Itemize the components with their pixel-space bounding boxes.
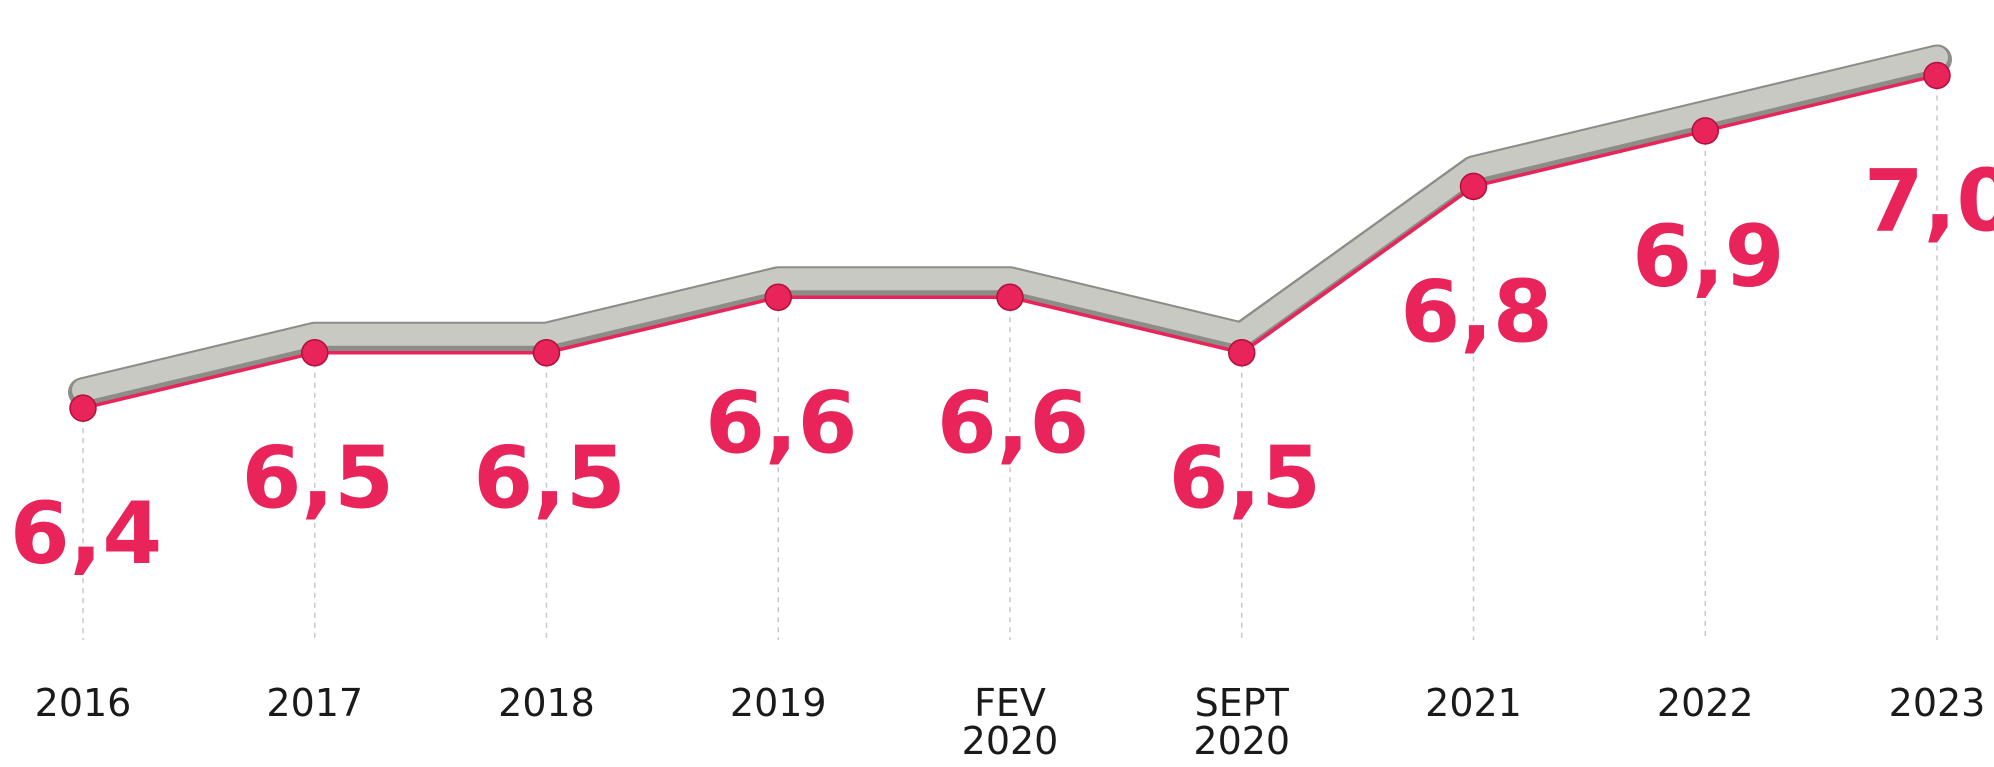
line-shadow [72, 46, 1948, 402]
x-tick-label: 2018 [498, 681, 595, 725]
point [1459, 172, 1488, 201]
point [764, 283, 792, 312]
value-label: 6,4 [10, 484, 162, 584]
value-label: 6,5 [1169, 429, 1321, 529]
point [301, 338, 329, 367]
x-tick-label: 2023 [1889, 681, 1986, 725]
value-label: 6,8 [1400, 262, 1552, 362]
value-label: 6,5 [242, 429, 394, 529]
value-label: 6,9 [1632, 207, 1784, 307]
label-line: FEV [974, 681, 1046, 725]
point [1228, 338, 1256, 367]
x-tick-label: 2022 [1657, 681, 1754, 725]
x-tick-label: FEV 2020 [962, 681, 1059, 763]
point [1923, 61, 1951, 90]
x-tick-label: 2016 [35, 681, 132, 725]
x-tick-label: 2017 [266, 681, 363, 725]
label-line: 2020 [962, 719, 1059, 763]
x-tick-label: 2021 [1425, 681, 1522, 725]
value-label: 6,6 [937, 373, 1089, 473]
value-label: 6,6 [705, 373, 857, 473]
point [996, 283, 1024, 312]
point [1691, 117, 1719, 145]
value-label: 6,5 [473, 429, 625, 529]
label-line: 2020 [1193, 719, 1290, 763]
x-tick-label: SEPT 2020 [1193, 681, 1290, 763]
value-label: 7,0 [1864, 151, 1994, 251]
point [532, 338, 561, 367]
point [69, 394, 97, 422]
x-tick-label: 2019 [730, 681, 827, 725]
label-line: SEPT [1195, 681, 1290, 725]
